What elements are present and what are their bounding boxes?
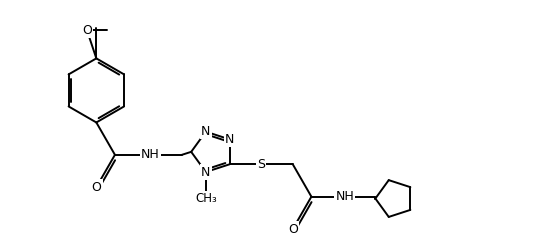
Text: O: O xyxy=(91,181,101,194)
Text: N: N xyxy=(201,165,211,179)
Text: N: N xyxy=(201,125,211,138)
Text: N: N xyxy=(225,133,234,146)
Text: S: S xyxy=(257,158,265,171)
Text: NH: NH xyxy=(336,190,354,203)
Text: CH₃: CH₃ xyxy=(195,192,217,205)
Text: O: O xyxy=(288,222,298,236)
Text: NH: NH xyxy=(141,148,159,161)
Text: O: O xyxy=(82,24,92,37)
